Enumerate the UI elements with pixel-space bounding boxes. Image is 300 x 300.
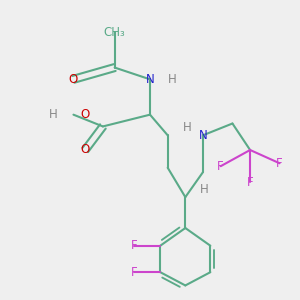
Text: H: H xyxy=(49,108,57,121)
Text: F: F xyxy=(130,266,137,279)
Text: F: F xyxy=(247,176,253,189)
Text: N: N xyxy=(199,129,207,142)
Text: F: F xyxy=(130,239,137,252)
Text: H: H xyxy=(200,183,209,196)
Text: H: H xyxy=(182,122,191,134)
Text: CH₃: CH₃ xyxy=(104,26,125,39)
Text: F: F xyxy=(218,160,224,173)
Text: H: H xyxy=(168,73,176,86)
Text: N: N xyxy=(146,73,154,86)
Text: O: O xyxy=(69,73,78,86)
Text: O: O xyxy=(81,108,90,121)
Text: F: F xyxy=(276,157,283,170)
Text: O: O xyxy=(81,143,90,157)
